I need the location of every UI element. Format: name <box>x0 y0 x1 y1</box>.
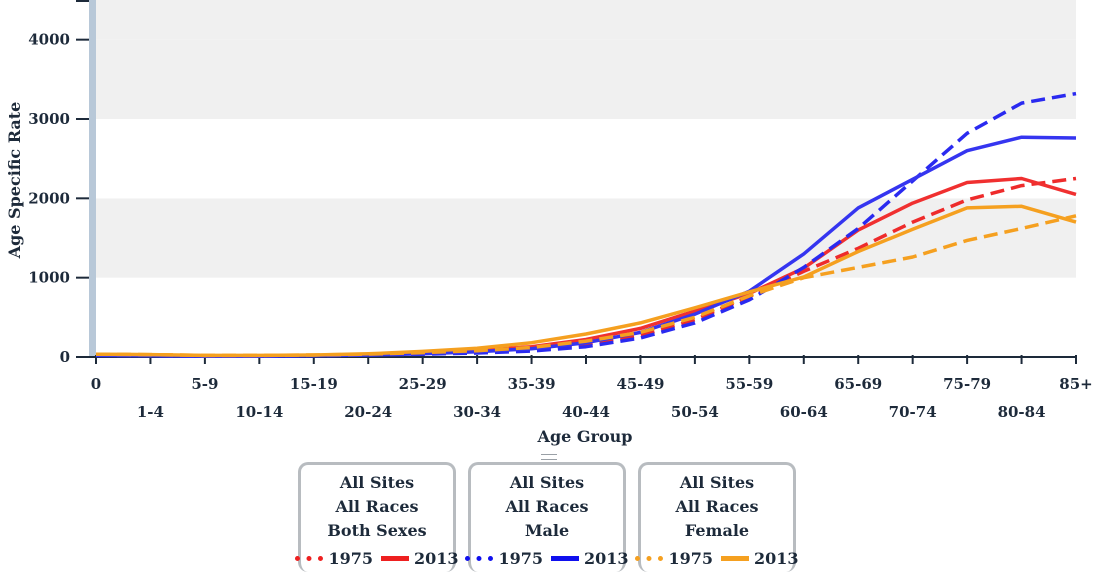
legend-site: All Sites <box>679 473 755 492</box>
legend-race: All Races <box>335 497 419 516</box>
x-axis-title: Age Group <box>537 427 633 446</box>
grid-band <box>96 0 1076 40</box>
legend-resize-handle[interactable] <box>541 454 557 460</box>
y-axis-bar <box>89 0 96 357</box>
legend-race: All Races <box>675 497 759 516</box>
legend-entry-label: 2013 <box>414 549 459 568</box>
y-tick-label: 4000 <box>28 31 70 49</box>
series-lines <box>95 91 1077 358</box>
x-tick-label: 0 <box>91 375 101 393</box>
y-tick-label: 3000 <box>28 110 70 128</box>
y-tick-label: 2000 <box>28 189 70 207</box>
x-tick-label: 5-9 <box>191 375 218 393</box>
x-tick-label: 85+ <box>1059 375 1092 393</box>
legend-entry-2013[interactable]: 2013 <box>381 549 459 568</box>
x-tick-label: 10-14 <box>235 403 283 421</box>
legend-group-female: All Sites All Races Female 1975 2013 <box>635 462 799 572</box>
y-tick-label: 1000 <box>28 269 70 287</box>
legend-entry-label: 1975 <box>498 549 543 568</box>
grid-band <box>96 39 1076 119</box>
x-tick-label: 60-64 <box>780 403 828 421</box>
legend-entry-2013[interactable]: 2013 <box>721 549 799 568</box>
grid-band <box>96 198 1076 278</box>
x-axis-ticks: 0 1-4 5-9 10-14 15-19 20-24 25-29 30-34 35-39 40-… <box>91 355 1093 421</box>
legend-entry-label: 2013 <box>584 549 629 568</box>
y-tick-label: 0 <box>60 348 70 366</box>
x-tick-label: 45-49 <box>616 375 664 393</box>
x-tick-label: 25-29 <box>399 375 447 393</box>
x-tick-label: 30-34 <box>453 403 501 421</box>
legend-entry-1975[interactable]: 1975 <box>635 549 713 568</box>
legend-group-both-sexes: All Sites All Races Both Sexes 1975 2013 <box>295 462 459 572</box>
legend-group-male: All Sites All Races Male 1975 2013 <box>465 462 629 572</box>
x-tick-label: 40-44 <box>562 403 610 421</box>
x-tick-label: 80-84 <box>998 403 1046 421</box>
x-tick-label: 50-54 <box>671 403 719 421</box>
x-tick-label: 15-19 <box>290 375 338 393</box>
legend-entry-1975[interactable]: 1975 <box>465 549 543 568</box>
x-tick-label: 35-39 <box>508 375 556 393</box>
grid-band <box>96 119 1076 199</box>
grid-bands <box>96 0 1076 357</box>
legend-entry-label: 1975 <box>328 549 373 568</box>
legend-entry-label: 1975 <box>668 549 713 568</box>
legend-entry-label: 2013 <box>754 549 799 568</box>
legend-sex: Male <box>524 521 570 540</box>
legend-sex: Both Sexes <box>327 521 427 540</box>
y-axis-title: Age Specific Rate <box>5 102 24 260</box>
legend-site: All Sites <box>339 473 415 492</box>
y-axis-ticks: 0 1000 2000 3000 4000 <box>28 0 89 366</box>
legend-sex: Female <box>684 521 750 540</box>
series-line-2013-group-2[interactable] <box>95 204 1077 358</box>
x-tick-label: 1-4 <box>137 403 164 421</box>
legend-race: All Races <box>505 497 589 516</box>
legend-entry-2013[interactable]: 2013 <box>551 549 629 568</box>
x-tick-label: 70-74 <box>889 403 937 421</box>
legend-entry-1975[interactable]: 1975 <box>295 549 373 568</box>
legend-site: All Sites <box>509 473 585 492</box>
x-tick-label: 75-79 <box>943 375 991 393</box>
x-tick-label: 65-69 <box>834 375 882 393</box>
x-tick-label: 20-24 <box>344 403 392 421</box>
series-line-1975-group-2[interactable] <box>95 214 1077 358</box>
x-tick-label: 55-59 <box>725 375 773 393</box>
